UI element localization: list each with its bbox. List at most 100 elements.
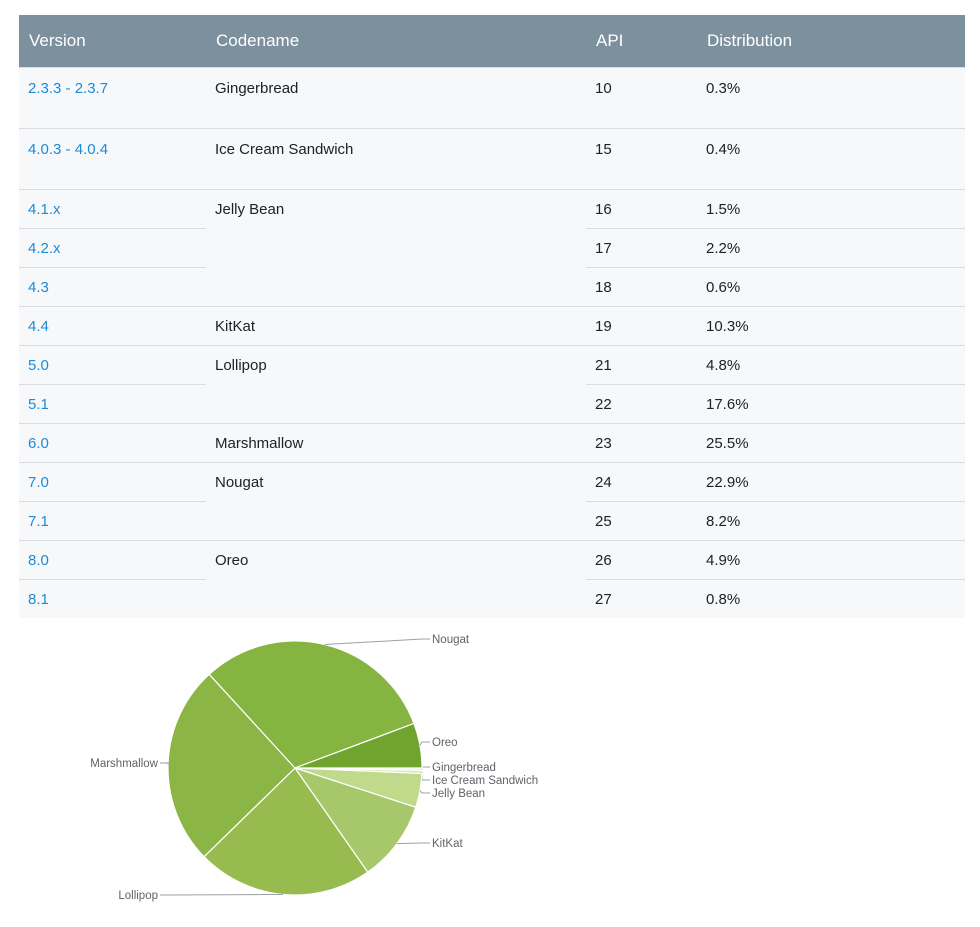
pie-label: Lollipop	[118, 890, 158, 902]
api-cell: 22	[586, 384, 697, 424]
table-row: 8.0 Oreo 26 4.9%	[19, 540, 965, 618]
distribution-table: Version Codename API Distribution 2.3.3 …	[19, 15, 965, 618]
version-link[interactable]: 7.1	[28, 513, 49, 530]
table-row: 4.3 18 0.6%	[19, 267, 965, 307]
table-row: 5.1 22 17.6%	[19, 384, 965, 424]
header-row: Version Codename API Distribution	[19, 15, 965, 68]
distribution-cell: 25.5%	[697, 423, 965, 463]
api-cell: 19	[586, 306, 697, 346]
table-row: 4.4 KitKat 19 10.3%	[19, 306, 965, 346]
version-link[interactable]: 6.0	[28, 435, 49, 452]
leader-line	[160, 762, 169, 765]
api-cell: 10	[586, 67, 697, 129]
table-row: 4.0.3 - 4.0.4 Ice Cream Sandwich 15 0.4%	[19, 128, 965, 190]
leader-line	[421, 771, 430, 781]
distribution-cell: 0.4%	[697, 128, 965, 190]
api-cell: 27	[586, 579, 697, 618]
version-cell: 7.1	[19, 501, 206, 541]
api-cell: 24	[586, 462, 697, 502]
version-cell: 7.0	[19, 462, 206, 502]
version-cell: 4.3	[19, 267, 206, 307]
pie-slice-kitkat	[293, 766, 417, 873]
version-cell: 4.2.x	[19, 228, 206, 268]
api-cell: 23	[586, 423, 697, 463]
leader-line	[419, 790, 430, 794]
version-link[interactable]: 4.1.x	[28, 201, 61, 218]
table-header: Version Codename API Distribution	[19, 15, 965, 68]
version-cell: 8.0	[19, 540, 206, 580]
distribution-cell: 22.9%	[697, 462, 965, 502]
pie-label: KitKat	[432, 838, 463, 850]
codename-cell: Jelly Bean	[206, 189, 586, 307]
distribution-cell: 0.6%	[697, 267, 965, 307]
version-cell: 5.1	[19, 384, 206, 424]
api-cell: 26	[586, 540, 697, 580]
pie-slice-oreo	[294, 722, 423, 769]
table-body: 2.3.3 - 2.3.7 Gingerbread 10 0.3% 4.0.3 - 4.…	[19, 67, 965, 618]
pie-label: Ice Cream Sandwich	[432, 775, 538, 787]
version-link[interactable]: 4.2.x	[28, 240, 61, 257]
version-link[interactable]: 5.0	[28, 357, 49, 374]
version-link[interactable]: 4.0.3 - 4.0.4	[28, 141, 109, 158]
distribution-cell: 4.9%	[697, 540, 965, 580]
version-link[interactable]: 2.3.3 - 2.3.7	[28, 80, 109, 97]
leader-line	[160, 893, 284, 896]
table-row: 5.0 Lollipop 21 4.8%	[19, 345, 965, 424]
distribution-cell: 0.8%	[697, 579, 965, 618]
version-cell: 4.1.x	[19, 189, 206, 229]
header-api: API	[586, 15, 697, 68]
pie-label: Oreo	[432, 737, 458, 749]
table-row: 6.0 Marshmallow 23 25.5%	[19, 423, 965, 463]
version-cell: 2.3.3 - 2.3.7	[19, 67, 206, 129]
version-cell: 5.0	[19, 345, 206, 385]
leader-line	[397, 842, 430, 845]
codename-cell: Lollipop	[206, 345, 586, 424]
version-link[interactable]: 4.4	[28, 318, 49, 335]
version-link[interactable]: 8.1	[28, 591, 49, 608]
codename-cell: Nougat	[206, 462, 586, 541]
codename-cell: Gingerbread	[206, 67, 586, 129]
table-row: 4.1.x Jelly Bean 16 1.5%	[19, 189, 965, 307]
table-row: 4.2.x 17 2.2%	[19, 228, 965, 268]
distribution-cell: 2.2%	[697, 228, 965, 268]
table-row: 7.1 25 8.2%	[19, 501, 965, 541]
distribution-cell: 0.3%	[697, 67, 965, 129]
header-distribution: Distribution	[697, 15, 965, 68]
pie-label: Gingerbread	[432, 762, 496, 774]
distribution-cell: 1.5%	[697, 189, 965, 229]
version-cell: 6.0	[19, 423, 206, 463]
version-cell: 4.0.3 - 4.0.4	[19, 128, 206, 190]
codename-cell: Oreo	[206, 540, 586, 618]
codename-cell: Ice Cream Sandwich	[206, 128, 586, 190]
leader-line	[419, 741, 430, 746]
api-cell: 15	[586, 128, 697, 190]
api-cell: 17	[586, 228, 697, 268]
leader-line	[421, 766, 430, 770]
api-cell: 18	[586, 267, 697, 307]
leader-line	[324, 638, 430, 646]
version-link[interactable]: 7.0	[28, 474, 49, 491]
codename-cell: Marshmallow	[206, 423, 586, 463]
version-link[interactable]: 5.1	[28, 396, 49, 413]
api-cell: 16	[586, 189, 697, 229]
version-link[interactable]: 8.0	[28, 552, 49, 569]
table-row: 2.3.3 - 2.3.7 Gingerbread 10 0.3%	[19, 67, 965, 129]
distribution-cell: 17.6%	[697, 384, 965, 424]
version-link[interactable]: 4.3	[28, 279, 49, 296]
distribution-cell: 4.8%	[697, 345, 965, 385]
api-cell: 21	[586, 345, 697, 385]
api-cell: 25	[586, 501, 697, 541]
version-cell: 4.4	[19, 306, 206, 346]
pie-label: Nougat	[432, 634, 470, 646]
distribution-cell: 8.2%	[697, 501, 965, 541]
codename-cell: KitKat	[206, 306, 586, 346]
pie-label: Jelly Bean	[432, 788, 485, 800]
table-row: 7.0 Nougat 24 22.9%	[19, 462, 965, 541]
pie-slice-nougat	[208, 640, 415, 769]
header-codename: Codename	[206, 15, 586, 68]
pie-label: Marshmallow	[90, 758, 158, 770]
version-cell: 8.1	[19, 579, 206, 618]
distribution-cell: 10.3%	[697, 306, 965, 346]
table-row: 8.1 27 0.8%	[19, 579, 965, 618]
